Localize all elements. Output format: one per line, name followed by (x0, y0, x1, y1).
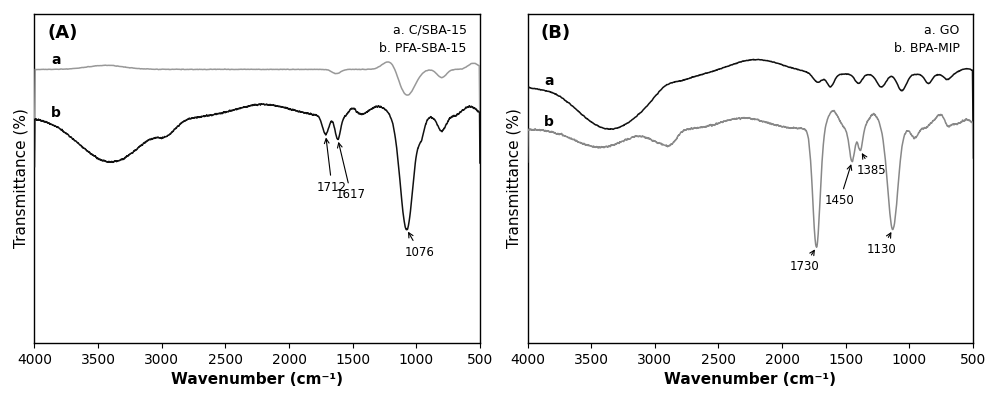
Text: a. C/SBA-15
b. PFA-SBA-15: a. C/SBA-15 b. PFA-SBA-15 (379, 24, 467, 55)
Text: 1617: 1617 (336, 143, 366, 201)
Y-axis label: Transmittance (%): Transmittance (%) (14, 108, 29, 248)
Text: 1385: 1385 (857, 154, 887, 177)
Text: a: a (544, 74, 554, 88)
Text: 1712: 1712 (317, 139, 347, 194)
Text: (A): (A) (48, 24, 78, 42)
Text: 1130: 1130 (867, 233, 897, 255)
Text: b: b (51, 106, 61, 120)
Text: 1450: 1450 (825, 165, 855, 207)
Text: 1730: 1730 (789, 250, 819, 273)
Text: 1076: 1076 (405, 233, 435, 259)
X-axis label: Wavenumber (cm⁻¹): Wavenumber (cm⁻¹) (171, 372, 343, 387)
Text: a. GO
b. BPA-MIP: a. GO b. BPA-MIP (894, 24, 960, 55)
X-axis label: Wavenumber (cm⁻¹): Wavenumber (cm⁻¹) (664, 372, 836, 387)
Text: (B): (B) (541, 24, 571, 42)
Y-axis label: Transmittance (%): Transmittance (%) (507, 108, 522, 248)
Text: a: a (51, 53, 60, 67)
Text: b: b (544, 115, 554, 129)
